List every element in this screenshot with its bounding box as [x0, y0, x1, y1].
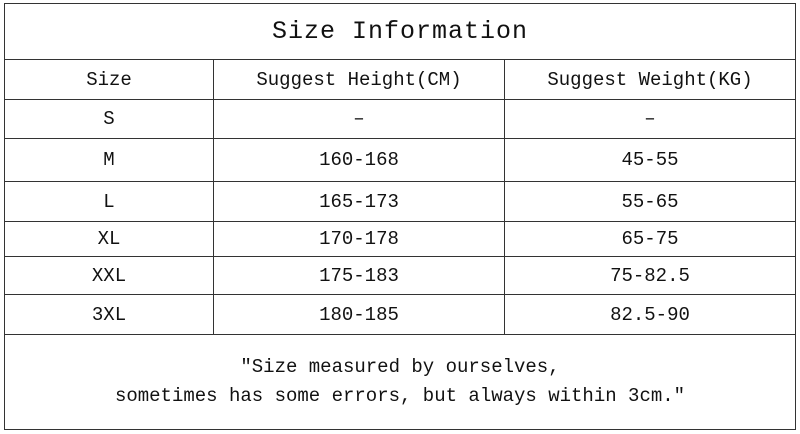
table-row: XXL 175-183 75-82.5	[4, 256, 796, 295]
note-line-1: "Size measured by ourselves,	[240, 356, 560, 378]
size-note: "Size measured by ourselves, sometimes h…	[4, 334, 796, 430]
size-cell: M	[4, 138, 214, 182]
height-cell: –	[213, 99, 505, 139]
weight-cell: 45-55	[504, 138, 796, 182]
weight-cell: –	[504, 99, 796, 139]
size-cell: 3XL	[4, 294, 214, 335]
size-cell: XL	[4, 221, 214, 257]
table-row: S – –	[4, 99, 796, 139]
height-cell: 180-185	[213, 294, 505, 335]
table-row: XL 170-178 65-75	[4, 221, 796, 257]
header-row: Size Suggest Height(CM) Suggest Weight(K…	[4, 59, 796, 100]
note-line-2: sometimes has some errors, but always wi…	[114, 385, 686, 407]
weight-cell: 82.5-90	[504, 294, 796, 335]
table-row: L 165-173 55-65	[4, 181, 796, 222]
weight-cell: 65-75	[504, 221, 796, 257]
height-cell: 165-173	[213, 181, 505, 222]
weight-cell: 55-65	[504, 181, 796, 222]
header-weight: Suggest Weight(KG)	[504, 59, 796, 100]
table-row: 3XL 180-185 82.5-90	[4, 294, 796, 335]
table-row: M 160-168 45-55	[4, 138, 796, 182]
header-height: Suggest Height(CM)	[213, 59, 505, 100]
height-cell: 170-178	[213, 221, 505, 257]
size-cell: XXL	[4, 256, 214, 295]
size-cell: S	[4, 99, 214, 139]
height-cell: 160-168	[213, 138, 505, 182]
weight-cell: 75-82.5	[504, 256, 796, 295]
height-cell: 175-183	[213, 256, 505, 295]
header-size: Size	[4, 59, 214, 100]
size-information-table: Size Information Size Suggest Height(CM)…	[4, 3, 796, 430]
table-title: Size Information	[4, 3, 796, 60]
size-cell: L	[4, 181, 214, 222]
